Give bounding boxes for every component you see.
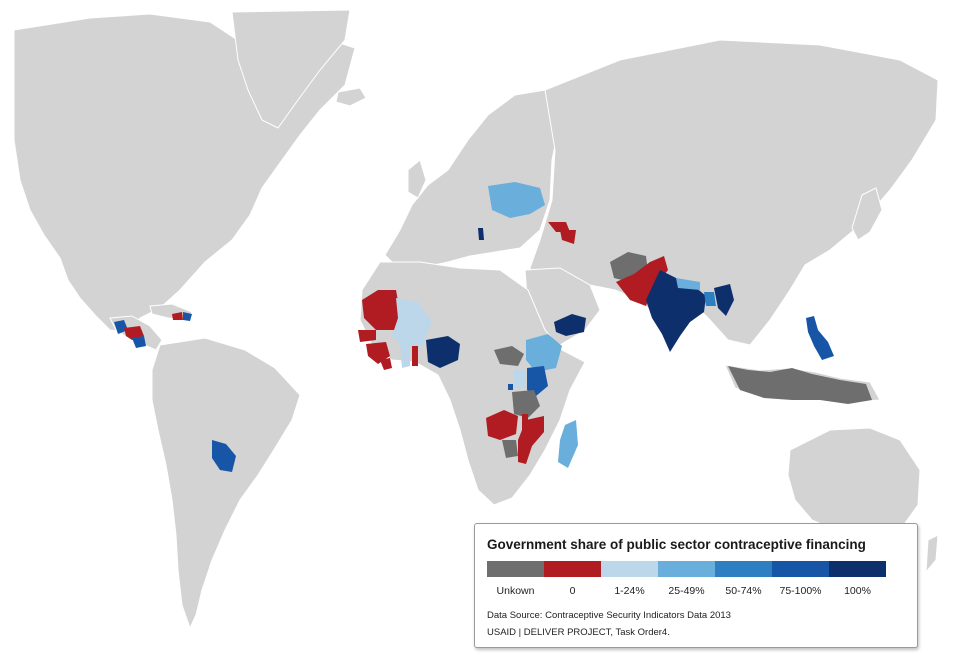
- country-south-sudan: [494, 346, 524, 366]
- country-burkina-faso: [404, 336, 424, 348]
- country-madagascar: [558, 420, 578, 468]
- land-uk: [407, 159, 427, 199]
- legend-label: 1-24%: [614, 585, 645, 597]
- legend-swatch-zero: [544, 561, 601, 577]
- legend-swatch-50-74: [715, 561, 772, 577]
- data-source-text: Data Source: Contraceptive Security Indi…: [487, 610, 731, 621]
- legend-label: 0: [569, 585, 576, 597]
- land-iceland: [335, 87, 367, 107]
- country-dominican-republic: [183, 312, 192, 321]
- country-zambia: [486, 410, 518, 440]
- legend-labels: Unkown 0 1-24% 25-49% 50-74% 75-100% 100…: [487, 585, 886, 597]
- country-uganda: [514, 370, 526, 388]
- country-highlights: [114, 182, 872, 472]
- country-indonesia: [728, 366, 872, 404]
- country-nepal: [676, 278, 700, 290]
- country-ethiopia: [526, 334, 562, 372]
- legend-swatch-100: [829, 561, 886, 577]
- country-guinea: [366, 342, 390, 364]
- country-nigeria: [426, 336, 460, 368]
- land-greenland: [231, 9, 351, 129]
- country-paraguay: [212, 440, 236, 472]
- country-pakistan: [616, 256, 668, 306]
- country-rwanda: [508, 384, 513, 390]
- country-ghana: [400, 344, 410, 368]
- country-mozambique: [518, 416, 544, 464]
- country-nicaragua: [132, 336, 146, 348]
- legend-swatch-75-100: [772, 561, 829, 577]
- legend-swatch-unknown: [487, 561, 544, 577]
- country-mauritania: [362, 290, 400, 330]
- country-india: [646, 270, 706, 352]
- country-albania: [478, 228, 484, 240]
- country-bangladesh: [704, 292, 716, 306]
- country-haiti: [172, 312, 183, 320]
- legend-swatch-1-24: [601, 561, 658, 577]
- land-japan: [851, 187, 883, 241]
- credit-text: USAID | DELIVER PROJECT, Task Order4.: [487, 627, 670, 638]
- legend-label: Unkown: [496, 585, 535, 597]
- land-new-zealand: [925, 534, 939, 574]
- legend-swatch-25-49: [658, 561, 715, 577]
- country-ukraine: [488, 182, 545, 218]
- legend: Government share of public sector contra…: [474, 523, 918, 648]
- country-myanmar: [714, 284, 734, 316]
- country-georgia: [548, 222, 570, 232]
- country-togo: [412, 346, 418, 366]
- legend-title: Government share of public sector contra…: [487, 537, 866, 552]
- country-mali: [392, 298, 432, 348]
- legend-label: 75-100%: [779, 585, 822, 597]
- land-south-america: [151, 337, 301, 630]
- country-yemen: [554, 314, 586, 336]
- country-kenya: [527, 366, 548, 396]
- legend-label: 50-74%: [725, 585, 762, 597]
- country-azerbaijan: [560, 230, 576, 244]
- country-zimbabwe: [502, 440, 518, 458]
- country-honduras: [124, 326, 144, 340]
- legend-label: 100%: [844, 585, 871, 597]
- country-senegal: [358, 330, 376, 342]
- legend-swatches: [487, 561, 886, 577]
- country-tanzania: [512, 390, 540, 418]
- country-guatemala: [114, 320, 128, 334]
- legend-label: 25-49%: [668, 585, 705, 597]
- country-philippines: [806, 316, 834, 360]
- country-liberia: [380, 358, 392, 370]
